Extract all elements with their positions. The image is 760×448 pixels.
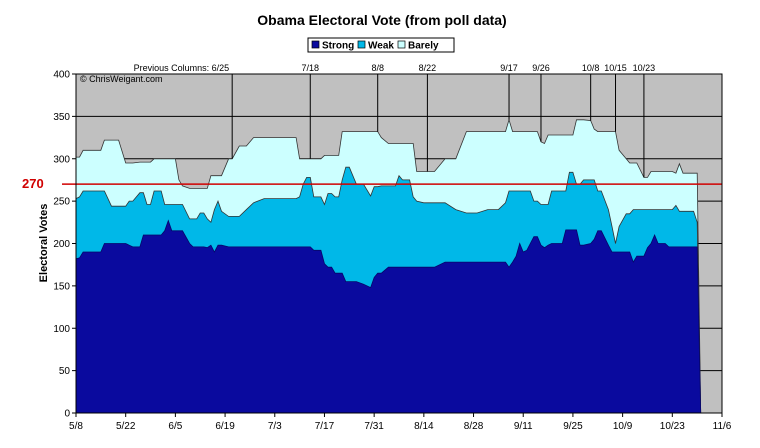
outline-strong [75,219,702,414]
legend: Strong Weak Barely [307,37,455,53]
y-tick-label-200: 200 [53,239,70,250]
annotation-label-2: 8/8 [371,63,384,73]
y-tick-label-50: 50 [59,366,71,377]
legend-label-barely: Barely [408,41,439,52]
x-tick-label-8-14: 8/14 [414,421,434,432]
annotation-label-3: 8/22 [419,63,437,73]
annotation-label-8: 10/23 [633,63,656,73]
outline-barely [76,118,702,414]
y-tick-label-250: 250 [53,197,70,208]
x-tick-label-7-31: 7/31 [364,421,384,432]
y-axis-ticks: 0 50 100 150 200 250 300 350 400 [53,70,76,420]
legend-swatch-weak [357,40,366,49]
chart-title: Obama Electoral Vote (from poll data) [257,12,506,28]
y-tick-label-350: 350 [53,112,70,123]
x-tick-label-7-3: 7/3 [268,421,282,432]
y-tick-label-100: 100 [53,324,70,335]
x-tick-label-8-28: 8/28 [464,421,484,432]
x-tick-label-10-23: 10/23 [660,421,685,432]
annotation-label-0: Previous Columns: 6/25 [134,63,230,73]
annotation-label-7: 10/15 [604,63,627,73]
outline-weak [75,166,702,414]
x-tick-label-10-9: 10/9 [613,421,633,432]
x-tick-label-5-8: 5/8 [69,421,83,432]
x-tick-label-11-6: 11/6 [713,421,732,432]
annotation-label-4: 9/17 [500,63,518,73]
x-tick-label-9-11: 9/11 [514,421,533,432]
reference-line-label: 270 [22,176,44,191]
reference-line-group: 270 [22,176,722,191]
y-tick-label-0: 0 [64,409,70,420]
column-annotations: Previous Columns: 6/25 7/18 8/8 8/22 9/17 9/2… [134,63,656,178]
area-strong [76,220,701,413]
legend-label-weak: Weak [368,41,394,52]
annotation-label-5: 9/26 [532,63,550,73]
x-tick-label-5-22: 5/22 [116,421,136,432]
y-tick-label-150: 150 [53,281,70,292]
legend-box [307,37,455,53]
legend-label-strong: Strong [322,41,354,52]
x-axis-ticks: 5/8 5/22 6/5 6/19 7/3 7/17 7/31 8/14 8/28 9/11 9/2… [69,413,732,432]
legend-swatch-barely [397,40,406,49]
annotation-label-6: 10/8 [582,63,600,73]
x-tick-label-9-25: 9/25 [563,421,583,432]
x-tick-label-6-19: 6/19 [215,421,235,432]
x-tick-label-6-5: 6/5 [168,421,182,432]
x-tick-label-7-17: 7/17 [315,421,335,432]
y-tick-label-400: 400 [53,70,70,81]
annotation-label-1: 7/18 [301,63,319,73]
credit-text: © ChrisWeigant.com [80,74,163,84]
y-tick-label-300: 300 [53,154,70,165]
y-axis-label: Electoral Votes [38,204,50,283]
area-series [75,118,702,414]
legend-swatch-strong [311,40,320,49]
